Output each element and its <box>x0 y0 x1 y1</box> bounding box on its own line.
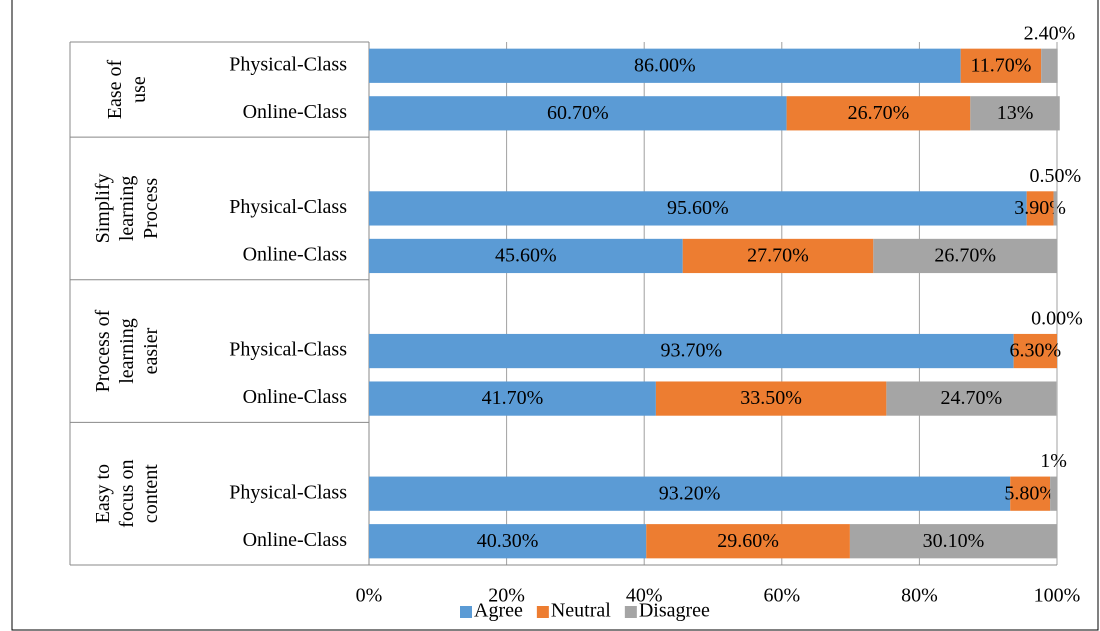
data-label: 41.70% <box>482 387 544 409</box>
legend-swatch <box>624 606 637 618</box>
data-label: 95.60% <box>667 197 729 219</box>
data-label: 1% <box>1040 450 1067 472</box>
legend-label: Disagree <box>639 600 710 622</box>
x-tick-label: 80% <box>901 585 938 607</box>
y-tick-label: Online-Class <box>243 529 348 551</box>
data-label: 24.70% <box>941 387 1003 409</box>
bar-segment <box>960 48 1042 83</box>
x-tick-label: 40% <box>626 585 663 607</box>
y-tick-label: Physical-Class <box>229 339 347 361</box>
legend-swatch <box>460 606 472 618</box>
data-label: 29.60% <box>717 530 779 552</box>
bar-segment <box>369 333 1014 369</box>
bar-segment <box>1010 476 1051 511</box>
data-label: 93.20% <box>659 482 721 504</box>
y-tick-label: Online-Class <box>243 101 348 123</box>
data-label: 33.50% <box>740 387 802 409</box>
y-tick-label: Online-Class <box>243 244 348 266</box>
group-label-line: focus on <box>116 460 138 528</box>
data-label: 30.10% <box>923 530 985 552</box>
bar-segment <box>1026 191 1054 226</box>
bar-segment <box>655 381 887 416</box>
group-label: Easy to focus on content <box>92 460 162 528</box>
data-label: 40.30% <box>477 530 539 552</box>
x-tick-label: 100% <box>1034 585 1081 607</box>
bar-segment <box>369 476 1011 511</box>
data-label: 5.80% <box>1004 482 1056 504</box>
group-label-line: Easy to <box>92 464 114 523</box>
data-label: 3.90% <box>1014 197 1066 219</box>
bar-segment <box>786 96 971 131</box>
data-label: 26.70% <box>848 102 910 124</box>
group-label-line: Process <box>140 178 162 239</box>
group-label-line: Ease of <box>104 60 126 120</box>
group-label: Process of learning easier <box>92 309 162 392</box>
group-label-line: content <box>140 464 162 523</box>
data-label: 6.30% <box>1009 340 1061 362</box>
y-tick-label: Physical-Class <box>229 481 347 503</box>
data-label: 60.70% <box>547 102 609 124</box>
data-label: 86.00% <box>634 54 696 76</box>
bar-segment <box>1041 48 1058 83</box>
data-label: 45.60% <box>495 245 557 267</box>
bar-segment <box>1050 476 1057 511</box>
bar-segment <box>1053 191 1057 226</box>
group-label-line: Simplify <box>92 173 114 243</box>
group-label-line: easier <box>140 327 162 374</box>
data-label: 93.70% <box>660 340 722 362</box>
bar-segment <box>369 524 647 559</box>
group-label: Ease of use <box>104 60 150 120</box>
group-label-line: learning <box>116 318 138 384</box>
y-tick-label: Online-Class <box>243 386 348 408</box>
frame <box>11 0 1099 631</box>
bar-segment <box>369 381 656 416</box>
x-tick-label: 20% <box>488 585 525 607</box>
data-label: 11.70% <box>970 54 1031 76</box>
bar-segment <box>849 524 1057 559</box>
data-label: 0.50% <box>1029 165 1081 187</box>
data-label: 2.40% <box>1024 22 1076 44</box>
bar-segment <box>369 191 1027 226</box>
bar-segment <box>873 238 1057 274</box>
legend-label: Agree <box>474 600 523 622</box>
group-label-line: use <box>128 76 150 103</box>
legend-swatch <box>536 606 549 618</box>
bar-segment <box>1013 333 1057 369</box>
bar-segment <box>369 238 683 274</box>
x-tick-label: 60% <box>763 585 800 607</box>
bar-segment <box>970 96 1060 131</box>
bar-segment <box>646 524 850 559</box>
y-tick-label: Physical-Class <box>229 196 347 218</box>
group-label-line: Process of <box>92 309 114 392</box>
bar-segment <box>369 48 961 83</box>
group-label-line: learning <box>116 176 138 242</box>
bar-segment <box>369 96 787 131</box>
x-tick-label: 0% <box>356 585 383 607</box>
bar-segment <box>886 381 1057 416</box>
data-label: 0.00% <box>1031 308 1083 330</box>
y-tick-label: Physical-Class <box>229 53 347 75</box>
data-label: 26.70% <box>934 245 996 267</box>
bar-segment <box>682 238 874 274</box>
group-label: Simplify learning Process <box>92 173 162 243</box>
data-label: 27.70% <box>747 245 809 267</box>
legend-label: Neutral <box>551 600 611 622</box>
data-label: 13% <box>997 102 1034 124</box>
